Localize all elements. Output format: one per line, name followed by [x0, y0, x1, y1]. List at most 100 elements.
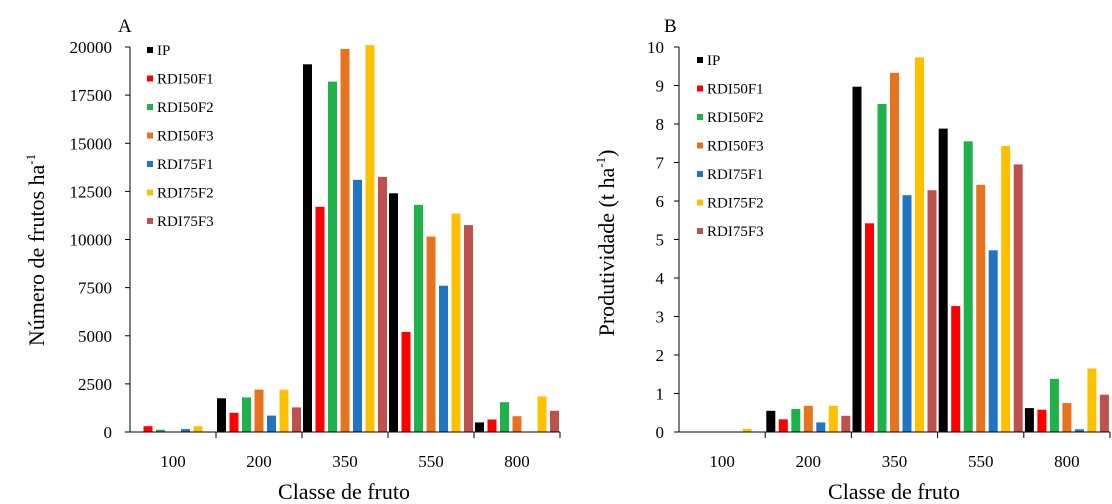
- legend-label: RDI50F3: [157, 129, 214, 145]
- y-tick-label: 5: [656, 231, 665, 250]
- bar: [401, 331, 411, 432]
- legend-label: RDI50F1: [707, 82, 764, 98]
- y-axis-title-superscript: -1: [593, 157, 608, 168]
- x-tick-label: 350: [332, 452, 358, 471]
- bar: [951, 306, 961, 432]
- y-tick-label: 2: [656, 346, 665, 365]
- legend: IP RDI50F1 RDI50F2 RDI50F3 RDI75F1 RDI75F2 RDI…: [697, 53, 764, 240]
- y-tick-label: 12500: [70, 182, 113, 201]
- y-tick-label: 15000: [70, 134, 113, 153]
- legend-label: RDI50F1: [157, 72, 214, 88]
- bar: [353, 179, 362, 432]
- bar: [315, 206, 325, 432]
- x-tick-label: 550: [418, 452, 444, 471]
- bar: [742, 428, 752, 432]
- bar: [451, 213, 461, 432]
- y-tick-label: 6: [656, 192, 665, 211]
- bar: [828, 405, 838, 432]
- legend-label: RDI50F2: [157, 100, 214, 116]
- bar: [816, 422, 826, 432]
- bar: [365, 45, 375, 432]
- bar: [143, 426, 153, 432]
- y-tick-label: 9: [656, 77, 665, 96]
- bar: [475, 422, 484, 432]
- bar: [1099, 394, 1109, 432]
- bar: [1013, 164, 1023, 432]
- series-rdi50f2: [791, 104, 1059, 433]
- x-tick-label: 800: [504, 452, 530, 471]
- x-axis-title: Classe de fruto: [828, 479, 960, 504]
- legend-label: RDI50F3: [707, 139, 764, 155]
- x-axis-title: Classe de fruto: [278, 479, 410, 504]
- bar: [550, 410, 559, 432]
- y-tick-label: 0: [104, 423, 113, 442]
- legend-swatch: [147, 189, 153, 196]
- y-tick-label: 3: [656, 308, 665, 327]
- panel-a-number-of-fruits: A Número de frutos ha-1 Classe de fruto …: [23, 16, 561, 504]
- y-axis-title: Produtividade (t ha-1): [593, 150, 619, 337]
- bar: [1024, 408, 1034, 432]
- bar: [512, 416, 522, 432]
- legend-label: IP: [157, 43, 170, 59]
- legend-label: RDI75F3: [157, 214, 214, 230]
- series-rdi75f3: [292, 176, 559, 432]
- series-ip: [217, 64, 484, 433]
- bar: [487, 419, 497, 432]
- y-tick-label: 7: [656, 154, 665, 173]
- legend-label: RDI75F3: [707, 224, 764, 240]
- bar: [254, 389, 264, 432]
- legend-swatch: [147, 218, 153, 224]
- bar: [1037, 409, 1047, 432]
- legend-label: RDI75F1: [157, 157, 214, 173]
- bar: [988, 250, 998, 432]
- legend-label: IP: [707, 53, 720, 69]
- bar: [890, 72, 899, 433]
- y-axis-title-main: Número de frutos ha: [24, 164, 49, 346]
- bar: [778, 419, 788, 432]
- bar: [791, 408, 801, 432]
- bar: [156, 429, 165, 432]
- y-tick-label: 20000: [70, 38, 113, 57]
- bar: [414, 204, 423, 432]
- bar: [242, 397, 251, 432]
- x-tick-label: 200: [796, 452, 822, 471]
- bar: [303, 64, 312, 433]
- bar: [464, 225, 473, 432]
- series-rdi50f1: [143, 206, 497, 433]
- y-tick-label: 7500: [78, 279, 112, 298]
- y-axis-title: Número de frutos ha-1: [23, 154, 49, 346]
- bar: [340, 48, 350, 433]
- legend-swatch: [697, 114, 703, 120]
- legend-label: RDI75F1: [707, 167, 764, 183]
- series-rdi50f3: [254, 48, 522, 433]
- bar: [389, 193, 398, 432]
- legend-swatch: [147, 104, 153, 110]
- bar: [852, 86, 862, 432]
- bar: [217, 398, 226, 432]
- legend-swatch: [147, 75, 153, 82]
- bar: [915, 57, 924, 433]
- y-tick-label: 17500: [70, 86, 113, 105]
- legend-swatch: [697, 171, 703, 177]
- panel-b-productivity: B Produtividade (t ha-1) Classe de fruto…: [593, 16, 1111, 504]
- legend-label: RDI75F2: [707, 196, 764, 212]
- series-rdi50f2: [156, 81, 509, 432]
- y-axis-title-end: ): [594, 150, 619, 157]
- bar: [292, 407, 301, 432]
- panel-label: A: [118, 16, 132, 37]
- y-tick-label: 1: [656, 385, 665, 404]
- bar: [378, 176, 387, 432]
- y-tick-label: 8: [656, 115, 665, 134]
- bar: [902, 195, 912, 432]
- bar: [865, 223, 874, 432]
- bar: [976, 184, 986, 432]
- legend-label: RDI50F2: [707, 110, 764, 126]
- series-rdi75f1: [181, 179, 448, 432]
- legend-swatch: [697, 199, 703, 206]
- bar: [841, 415, 851, 432]
- x-tick-label: 100: [160, 452, 186, 471]
- bar: [426, 236, 436, 432]
- series-rdi50f3: [803, 72, 1072, 433]
- y-tick-label: 0: [656, 423, 665, 442]
- x-tick-label: 550: [968, 452, 994, 471]
